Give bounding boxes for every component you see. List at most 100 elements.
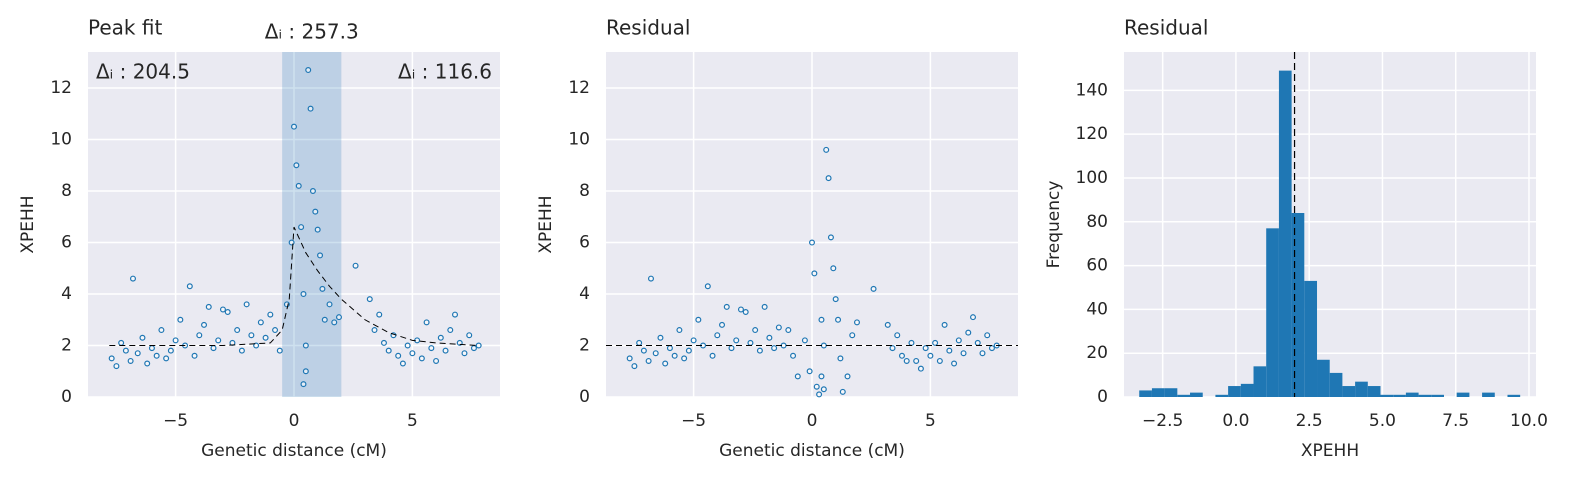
data-point [234, 327, 241, 334]
data-point [917, 365, 924, 372]
data-point [811, 270, 818, 277]
data-point [794, 373, 801, 380]
data-point [167, 347, 174, 354]
data-point [291, 123, 298, 130]
data-point [927, 352, 934, 359]
data-point [951, 360, 958, 367]
data-point [215, 337, 222, 344]
y-tick-label: 6 [579, 233, 590, 253]
data-point [371, 327, 378, 334]
data-point [820, 342, 827, 349]
y-tick-label: 4 [61, 284, 72, 304]
y-axis-label: XPEHH [18, 195, 38, 253]
data-point [452, 311, 459, 318]
data-point [163, 355, 170, 362]
data-point [238, 347, 245, 354]
data-point [636, 339, 643, 346]
data-point [823, 146, 830, 153]
data-point [723, 303, 730, 310]
data-point [844, 373, 851, 380]
data-point [380, 339, 387, 346]
data-point [302, 342, 309, 349]
data-point [331, 319, 338, 326]
data-point [733, 337, 740, 344]
histogram-bar [1355, 381, 1368, 397]
data-point [224, 309, 231, 316]
x-tick-label: 5 [925, 411, 936, 431]
data-point [690, 337, 697, 344]
x-axis-label: XPEHH [1301, 441, 1359, 461]
annotation: Δᵢ : 257.3 [265, 20, 359, 44]
y-tick-label: 0 [1097, 387, 1108, 407]
data-point [470, 345, 477, 352]
x-tick-label: 10.0 [1510, 411, 1548, 431]
data-point [837, 355, 844, 362]
data-point [196, 332, 203, 339]
histogram-bar [1177, 394, 1191, 397]
data-point [423, 319, 430, 326]
data-point [979, 350, 986, 357]
histogram-bar [1431, 394, 1444, 397]
histogram-bar [1317, 359, 1330, 397]
data-point [321, 316, 328, 323]
histogram-bar [1405, 392, 1419, 397]
x-axis-label: Genetic distance (cM) [201, 441, 387, 461]
y-tick-label: 0 [61, 387, 72, 407]
histogram-bar [1342, 386, 1356, 397]
data-point [913, 357, 920, 364]
data-point [827, 234, 834, 241]
y-tick-label: 120 [1076, 124, 1108, 144]
data-point [376, 311, 383, 318]
data-point [385, 347, 392, 354]
x-tick-label: 5.0 [1369, 411, 1396, 431]
histogram-bar [1456, 392, 1470, 397]
data-point [898, 352, 905, 359]
data-point [314, 226, 321, 233]
y-axis-label: Frequency [1044, 181, 1064, 269]
data-point [818, 373, 825, 380]
panel-title: Peak fit [88, 16, 162, 40]
data-point [158, 327, 165, 334]
data-point [657, 334, 664, 341]
data-point [276, 347, 283, 354]
data-point [813, 383, 820, 390]
panel-title: Residual [1124, 16, 1208, 40]
data-point [756, 347, 763, 354]
data-point [818, 316, 825, 323]
data-point [186, 283, 193, 290]
data-point [366, 296, 373, 303]
histogram-bar [1367, 386, 1381, 397]
data-point [870, 285, 877, 292]
data-point [262, 334, 269, 341]
histogram-bar [1291, 213, 1305, 397]
data-point [428, 345, 435, 352]
data-point [272, 327, 279, 334]
data-point [728, 345, 735, 352]
histogram-bar [1266, 228, 1279, 397]
data-point [257, 319, 264, 326]
y-tick-label: 12 [50, 78, 72, 98]
data-point [936, 357, 943, 364]
data-point [922, 345, 929, 352]
data-point [825, 175, 832, 182]
data-point [300, 291, 307, 298]
data-point [671, 352, 678, 359]
data-point [970, 314, 977, 321]
data-point [205, 303, 212, 310]
data-point [662, 360, 669, 367]
data-point [830, 265, 837, 272]
data-point [801, 337, 808, 344]
data-point [253, 342, 260, 349]
data-point [719, 321, 726, 328]
data-point [790, 352, 797, 359]
data-point [742, 309, 749, 316]
data-point [433, 357, 440, 364]
data-point [695, 316, 702, 323]
data-point [652, 350, 659, 357]
data-point [300, 381, 307, 388]
histogram-bar [1215, 394, 1229, 397]
histogram-bar [1240, 383, 1254, 397]
data-point [685, 347, 692, 354]
histogram-bar [1228, 386, 1241, 397]
